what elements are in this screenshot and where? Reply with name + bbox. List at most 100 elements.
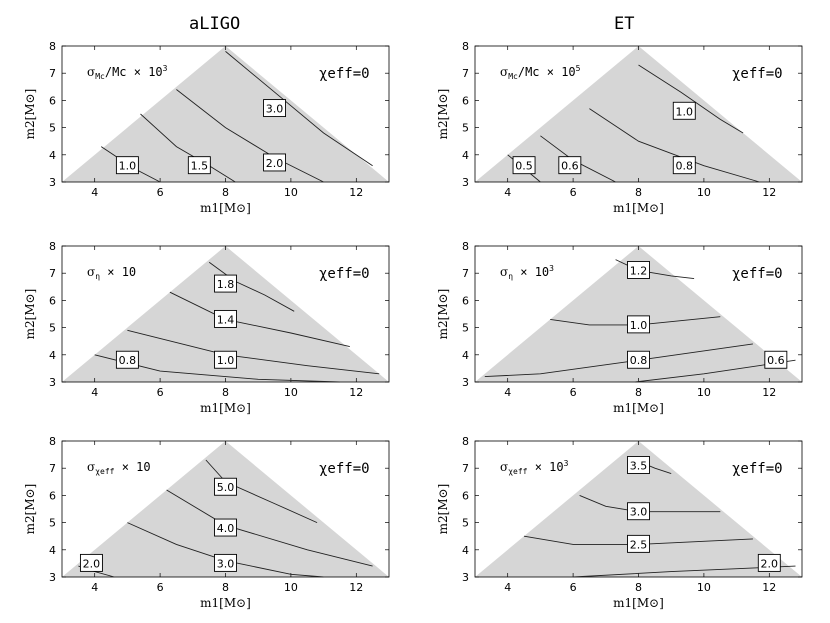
contour-label-box: [627, 315, 650, 334]
contour-label-box: [627, 502, 650, 521]
x-tick-label: 6: [157, 386, 164, 399]
x-tick-label: 6: [570, 386, 577, 399]
y-axis-label: m2[M⊙]: [23, 89, 37, 140]
y-tick-label: 8: [462, 40, 469, 53]
y-tick-label: 3: [462, 571, 469, 584]
contour-panel-4: 4 6 8 10 12 3 4 5 6 7 8 m1[M⊙] m2[M⊙] σχeff × 10 χeff=…: [23, 435, 390, 610]
contour-label-box: [263, 99, 287, 118]
x-tick-label: 12: [762, 186, 776, 199]
y-tick-label: 5: [462, 517, 469, 530]
chi-eff-annotation: χeff=0: [319, 461, 370, 477]
contour-line: [615, 259, 695, 280]
contour-label-box: [187, 156, 211, 175]
contour-label: 1.0: [630, 319, 648, 332]
y-tick-label: 8: [462, 435, 469, 448]
x-tick-label: 10: [284, 581, 298, 594]
x-tick-label: 8: [222, 581, 229, 594]
contour-label-box: [672, 156, 696, 175]
contour-line: [140, 113, 236, 183]
y-axis-label: m2[M⊙]: [436, 484, 450, 535]
contour-line: [523, 535, 753, 545]
contour-label: 1.2: [630, 264, 648, 277]
contour-label-box: [627, 261, 650, 279]
x-tick-label: 10: [697, 186, 711, 199]
y-tick-label: 8: [462, 240, 469, 253]
y-axis-label: m2[M⊙]: [436, 289, 450, 340]
contour-label-box: [214, 518, 237, 537]
chi-eff-annotation: χeff=0: [319, 266, 370, 282]
panel-title: σχeff × 10: [87, 460, 151, 476]
contour-label: 0.8: [676, 160, 694, 173]
contour-label-box: [627, 350, 650, 369]
y-tick-label: 3: [462, 376, 469, 389]
physical-region: [475, 246, 802, 382]
x-axis-label: m1[M⊙]: [613, 401, 664, 415]
contour-label-box: [214, 309, 237, 328]
contour-panel-3: 4 6 8 10 12 3 4 5 6 7 8 m1[M⊙] m2[M⊙] ση × 103 χeff=0 0…: [436, 240, 803, 415]
x-tick-label: 4: [504, 186, 511, 199]
contour-label-box: [558, 156, 582, 175]
y-axis-label: m2[M⊙]: [23, 289, 37, 340]
contour-line: [638, 64, 744, 134]
contour-label-box: [214, 477, 237, 496]
contour-label: 0.6: [561, 160, 579, 173]
y-tick-label: 4: [49, 149, 56, 162]
contour-line: [579, 494, 721, 513]
contour-line: [589, 108, 760, 183]
x-tick-label: 10: [284, 386, 298, 399]
contour-label: 1.0: [119, 160, 136, 173]
y-tick-label: 7: [462, 267, 469, 280]
contour-label-box: [672, 101, 696, 120]
contour-label: 0.8: [630, 354, 648, 367]
contour-label-box: [79, 553, 103, 572]
column-title-et: ET: [614, 14, 635, 34]
contour-label: 0.6: [767, 354, 785, 367]
y-tick-label: 4: [462, 349, 469, 362]
panel-title: ση × 103: [500, 264, 554, 281]
contour-line: [225, 51, 373, 167]
x-axis-label: m1[M⊙]: [613, 596, 664, 610]
contour-label: 1.4: [217, 313, 235, 326]
contour-line: [166, 489, 373, 567]
panel-title: σMc/Mc × 103: [87, 64, 168, 81]
contour-panel-5: 4 6 8 10 12 3 4 5 6 7 8 m1[M⊙] m2[M⊙] σχeff × 103 χeff…: [436, 435, 803, 610]
contour-label: 3.0: [266, 103, 284, 116]
x-axis-label: m1[M⊙]: [200, 401, 251, 415]
contour-label: 3.0: [630, 506, 648, 519]
y-tick-label: 3: [462, 176, 469, 189]
contour-label-box: [764, 350, 788, 369]
x-tick-label: 8: [222, 186, 229, 199]
y-tick-label: 8: [49, 435, 56, 448]
y-tick-label: 6: [462, 294, 469, 307]
y-axis-label: m2[M⊙]: [436, 89, 450, 140]
x-tick-label: 12: [762, 386, 776, 399]
x-tick-label: 4: [91, 386, 98, 399]
y-tick-label: 5: [462, 122, 469, 135]
contour-label: 2.5: [630, 538, 648, 551]
contour-label: 2.0: [761, 557, 779, 570]
chi-eff-annotation: χeff=0: [732, 461, 783, 477]
contour-label: 3.5: [630, 459, 648, 472]
y-tick-label: 7: [49, 267, 56, 280]
y-tick-label: 6: [49, 294, 56, 307]
contour-line: [127, 329, 380, 375]
y-tick-label: 5: [49, 122, 56, 135]
contour-label-box: [115, 350, 139, 369]
x-tick-label: 4: [504, 386, 511, 399]
y-tick-label: 7: [462, 462, 469, 475]
y-tick-label: 6: [49, 94, 56, 107]
y-tick-label: 6: [462, 94, 469, 107]
physical-region: [62, 46, 389, 182]
y-tick-label: 4: [462, 544, 469, 557]
x-tick-label: 6: [570, 186, 577, 199]
x-axis-label: m1[M⊙]: [200, 201, 251, 215]
x-tick-label: 10: [697, 386, 711, 399]
contour-label-box: [757, 553, 781, 572]
column-title-aligo: aLIGO: [189, 14, 241, 34]
contour-line: [208, 261, 295, 312]
contour-line: [205, 459, 318, 524]
x-tick-label: 10: [284, 186, 298, 199]
y-tick-label: 5: [462, 322, 469, 335]
y-tick-label: 6: [462, 489, 469, 502]
contour-label: 1.0: [217, 354, 235, 367]
